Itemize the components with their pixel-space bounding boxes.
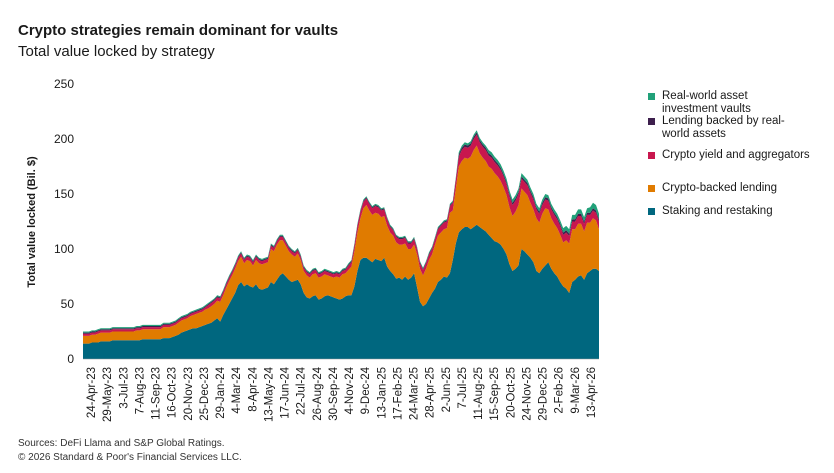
- chart-title: Crypto strategies remain dominant for va…: [18, 22, 339, 39]
- copyright-note: © 2026 Standard & Poor's Financial Servi…: [18, 452, 242, 463]
- legend-label-crypto-lending: Crypto-backed lending: [662, 182, 778, 194]
- x-tick-label: 29-Jan-24: [215, 366, 227, 418]
- x-tick-label: 16-Oct-23: [167, 367, 179, 418]
- legend-swatch-crypto-lending: [648, 185, 655, 192]
- x-tick-label: 8-Apr-24: [247, 366, 259, 411]
- x-tick-label: 9-Mar-26: [570, 367, 582, 414]
- x-tick-label: 4-Nov-24: [344, 366, 356, 414]
- legend-label-crypto-yield: Crypto yield and aggregators: [662, 149, 810, 161]
- x-tick-label: 30-Sep-24: [328, 366, 340, 420]
- legend-swatch-staking: [648, 208, 655, 215]
- area-series-group: [83, 130, 599, 359]
- x-axis: 24-Apr-23 29-May-23 3-Jul-23 7-Aug-23 11-Sep…: [83, 358, 599, 422]
- x-tick-label: 29-Dec-25: [538, 367, 550, 421]
- x-tick-label: 13-Jan-25: [376, 367, 388, 419]
- x-tick-label: 28-Apr-25: [425, 367, 437, 418]
- x-tick-label: 22-Jul-24: [296, 366, 308, 415]
- x-tick-label: 9-Dec-24: [360, 366, 372, 414]
- legend-swatch-rwa-lending: [648, 118, 655, 125]
- x-tick-label: 11-Sep-23: [151, 367, 163, 420]
- legend-label-staking: Staking and restaking: [662, 205, 773, 217]
- x-tick-label: 13-May-24: [263, 366, 275, 422]
- x-tick-label: 2-Jun-25: [441, 367, 453, 412]
- x-tick-label: 13-Apr-26: [586, 367, 598, 418]
- x-tick-label: 11-Aug-25: [473, 367, 485, 420]
- legend-swatch-crypto-yield: [648, 152, 655, 159]
- x-tick-label: 24-Mar-25: [409, 367, 421, 420]
- legend-item-staking: Staking and restaking: [648, 205, 773, 218]
- legend-label-rwa-investment-vaults: Real-world asset investment vaults: [662, 90, 751, 115]
- sources-note: Sources: DeFi Llama and S&P Global Ratin…: [18, 438, 225, 449]
- x-tick-label: 25-Dec-23: [199, 367, 211, 421]
- legend-item-crypto-yield: Crypto yield and aggregators: [648, 149, 810, 162]
- y-tick-label: 50: [61, 297, 75, 311]
- x-tick-label: 17-Feb-25: [392, 367, 404, 420]
- y-tick-label: 250: [54, 77, 74, 91]
- y-tick-label: 0: [67, 352, 74, 366]
- legend-label-rwa-lending: Lending backed by real-world assets: [662, 115, 785, 140]
- x-tick-label: 20-Nov-23: [183, 367, 195, 421]
- legend-swatch-rwa-investment-vaults: [648, 93, 655, 100]
- x-tick-label: 7-Aug-23: [134, 367, 146, 414]
- x-tick-label: 4-Mar-24: [231, 366, 243, 413]
- area-series-crypto-backed-lending: [83, 145, 599, 344]
- y-tick-label: 100: [54, 242, 74, 256]
- x-tick-label: 20-Oct-25: [505, 367, 517, 418]
- x-tick-label: 29-May-23: [102, 367, 114, 422]
- y-axis: 0 50 100 150 200 250: [54, 77, 74, 366]
- legend-item-rwa-investment-vaults: Real-world asset investment vaults: [648, 90, 792, 116]
- chart-subtitle: Total value locked by strategy: [18, 43, 215, 60]
- x-tick-label: 3-Jul-23: [118, 367, 130, 409]
- y-tick-label: 150: [54, 187, 74, 201]
- x-tick-label: 17-Jun-24: [280, 366, 292, 418]
- y-tick-label: 200: [54, 132, 74, 146]
- x-tick-label: 26-Aug-24: [312, 366, 324, 420]
- legend-item-rwa-lending: Lending backed by real-world assets: [648, 115, 797, 141]
- area-series-staking-and-restaking: [83, 224, 599, 359]
- x-tick-label: 24-Apr-23: [86, 367, 98, 418]
- x-tick-label: 15-Sep-25: [489, 367, 501, 421]
- x-tick-label: 7-Jul-25: [457, 367, 469, 409]
- x-tick-label: 24-Nov-25: [521, 367, 533, 421]
- x-tick-label: 2-Feb-26: [554, 367, 566, 414]
- legend-item-crypto-lending: Crypto-backed lending: [648, 182, 777, 195]
